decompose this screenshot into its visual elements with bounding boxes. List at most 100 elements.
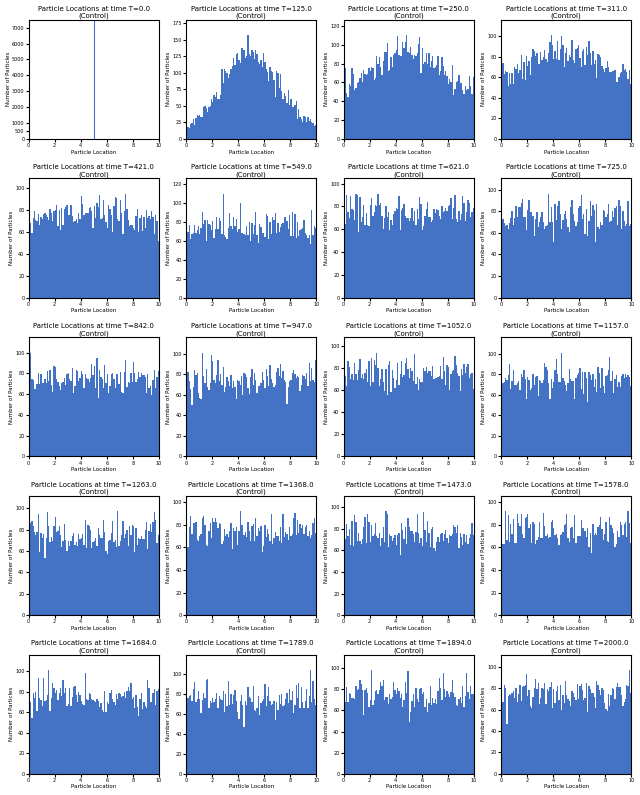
Bar [379,386,380,456]
Bar [243,727,244,774]
Bar [229,213,230,297]
Bar [146,211,147,297]
Bar [441,207,443,297]
Bar [54,517,56,615]
Bar [275,213,276,297]
Bar [359,680,360,774]
Bar [81,196,82,297]
Bar [461,215,462,297]
Bar [553,382,554,456]
Bar [393,538,394,615]
Title: Particle Locations at time T=421.0
(Control): Particle Locations at time T=421.0 (Cont… [33,165,154,178]
Bar [277,710,278,774]
Bar [365,369,367,456]
Bar [505,227,506,297]
Bar [285,382,286,456]
Bar [147,681,148,774]
Bar [252,223,253,297]
Bar [129,526,130,615]
Bar [196,699,198,774]
Bar [561,37,563,139]
Bar [413,59,414,139]
Bar [264,684,266,774]
Bar [214,380,215,456]
Bar [579,686,580,774]
Bar [569,369,570,456]
Bar [456,219,457,297]
Bar [97,203,98,297]
Bar [522,200,524,297]
Bar [501,60,502,139]
Bar [570,56,572,139]
Bar [472,389,474,456]
Bar [142,709,143,774]
Bar [156,221,157,297]
Bar [435,699,436,774]
Bar [218,229,219,297]
Bar [99,535,100,615]
Bar [315,228,316,297]
Bar [221,385,223,456]
Bar [227,239,228,297]
Bar [375,205,376,297]
Bar [59,692,60,774]
Title: Particle Locations at time T=250.0
(Control): Particle Locations at time T=250.0 (Cont… [348,6,469,19]
Bar [211,99,212,139]
Bar [605,68,607,139]
Bar [90,529,91,615]
Bar [125,534,126,615]
Bar [35,220,36,297]
X-axis label: Particle Location: Particle Location [543,785,589,789]
Bar [387,394,388,456]
Bar [431,705,432,774]
Bar [349,218,350,297]
Bar [242,48,243,139]
Bar [186,692,188,774]
Bar [233,216,234,297]
Bar [131,699,133,774]
Bar [449,205,451,297]
Bar [155,520,156,615]
Bar [589,689,591,774]
Bar [453,95,454,139]
Bar [45,538,47,615]
Bar [406,544,408,615]
Bar [76,219,77,297]
Bar [580,521,582,615]
Bar [266,537,267,615]
Bar [534,51,535,139]
Bar [293,236,294,297]
Bar [88,208,90,297]
Bar [515,385,516,456]
Bar [574,697,575,774]
Bar [246,537,247,615]
Bar [208,530,209,615]
Bar [125,194,126,297]
Bar [67,374,68,456]
Bar [52,684,53,774]
Bar [451,83,452,139]
Bar [423,692,424,774]
Bar [152,522,154,615]
Bar [384,700,385,774]
Bar [247,388,248,456]
Bar [367,693,369,774]
Bar [574,514,575,615]
Bar [345,702,346,774]
Bar [190,516,191,615]
Bar [427,712,428,774]
Bar [83,705,84,774]
Bar [138,538,140,615]
Bar [61,696,63,774]
Bar [257,536,258,615]
Bar [437,56,438,139]
Bar [353,380,354,456]
Bar [452,680,453,774]
Bar [572,527,573,615]
Bar [620,386,621,456]
Bar [76,542,77,615]
Bar [422,231,423,297]
Bar [276,536,277,615]
Bar [194,522,195,615]
Bar [204,220,205,297]
